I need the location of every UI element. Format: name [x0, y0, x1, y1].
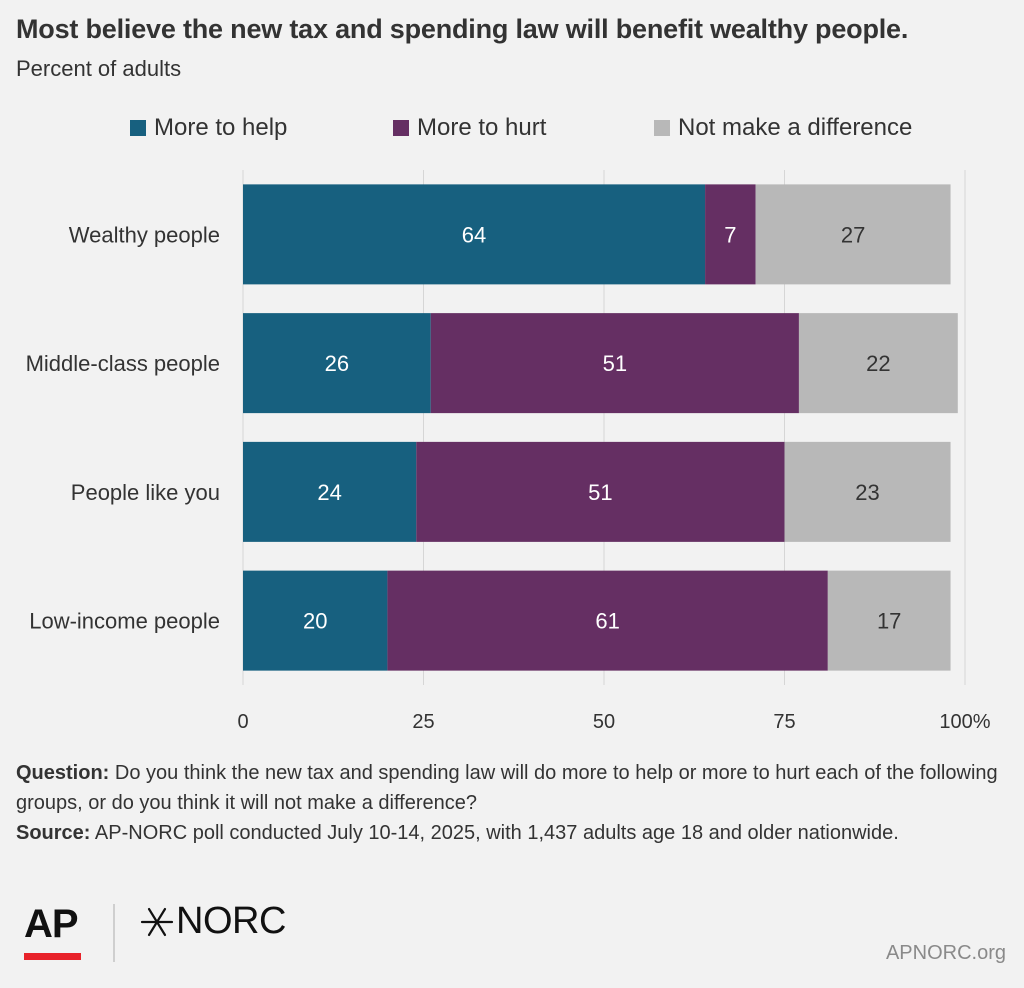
legend-item-no-difference: Not make a difference — [654, 114, 912, 142]
bar-segment — [827, 570, 951, 671]
ap-logo-bar — [24, 953, 81, 960]
data-label: 26 — [325, 351, 349, 376]
data-label: 23 — [855, 480, 879, 505]
bar-segment — [798, 313, 958, 414]
bar-segment — [243, 441, 417, 542]
data-label: 22 — [866, 351, 890, 376]
bar-segment — [784, 441, 951, 542]
category-label: Middle-class people — [26, 351, 220, 376]
stacked-bar-chart: 0 25 50 75 100% Wealthy people 64 7 27 Middle-cla… — [26, 170, 991, 733]
legend-item-help: More to help — [130, 114, 287, 142]
ap-logo: AP — [24, 902, 79, 946]
norc-logo: NORC — [140, 900, 286, 943]
legend-label-help: More to help — [154, 114, 288, 141]
x-tick-label: 0 — [237, 711, 248, 733]
data-label: 20 — [303, 609, 327, 634]
x-tick-label: 50 — [593, 711, 615, 733]
x-tick-label: 100% — [939, 711, 990, 733]
source-text: AP-NORC poll conducted July 10-14, 2025,… — [94, 822, 899, 844]
source-note: Source: AP-NORC poll conducted July 10-1… — [16, 818, 1006, 848]
x-tick-label: 75 — [773, 711, 795, 733]
legend-swatch-hurt — [393, 120, 409, 136]
question-label: Question: — [16, 762, 110, 784]
data-label: 51 — [588, 480, 612, 505]
source-label: Source: — [16, 822, 91, 844]
chart-subtitle: Percent of adults — [16, 56, 182, 81]
chart-title: Most believe the new tax and spending la… — [16, 14, 909, 44]
bar-segment — [416, 441, 785, 542]
data-label: 17 — [877, 609, 901, 634]
footer: AP NORC APNORC.org — [0, 880, 1024, 988]
category-label: Wealthy people — [69, 222, 220, 247]
bar-segment — [755, 184, 951, 285]
question-text: Do you think the new tax and spending la… — [16, 762, 998, 814]
data-label: 27 — [841, 222, 865, 247]
x-tick-label: 25 — [412, 711, 434, 733]
category-label: People like you — [71, 480, 220, 505]
data-label: 61 — [595, 609, 619, 634]
norc-logo-text: NORC — [176, 900, 286, 942]
bar-segment — [243, 570, 388, 671]
data-label: 51 — [603, 351, 627, 376]
data-label: 64 — [462, 222, 486, 247]
data-label: 7 — [724, 222, 736, 247]
bar-segment — [243, 184, 706, 285]
bar-segment — [705, 184, 756, 285]
bar-segment — [387, 570, 828, 671]
site-link[interactable]: APNORC.org — [885, 942, 1006, 964]
bar-segment — [243, 313, 431, 414]
bar-segment — [430, 313, 799, 414]
question-note: Question: Do you think the new tax and s… — [16, 758, 1006, 818]
legend-label-hurt: More to hurt — [417, 114, 547, 141]
chart-notes: Question: Do you think the new tax and s… — [16, 758, 1006, 848]
legend-swatch-no-difference — [654, 120, 670, 136]
logo-divider — [113, 904, 115, 962]
legend-item-hurt: More to hurt — [393, 114, 546, 142]
category-label: Low-income people — [29, 609, 220, 634]
legend-label-no-difference: Not make a difference — [678, 114, 913, 141]
legend-swatch-help — [130, 120, 146, 136]
legend: More to help More to hurt Not make a dif… — [0, 114, 1024, 148]
data-label: 24 — [317, 480, 341, 505]
norc-star-icon — [140, 907, 174, 936]
